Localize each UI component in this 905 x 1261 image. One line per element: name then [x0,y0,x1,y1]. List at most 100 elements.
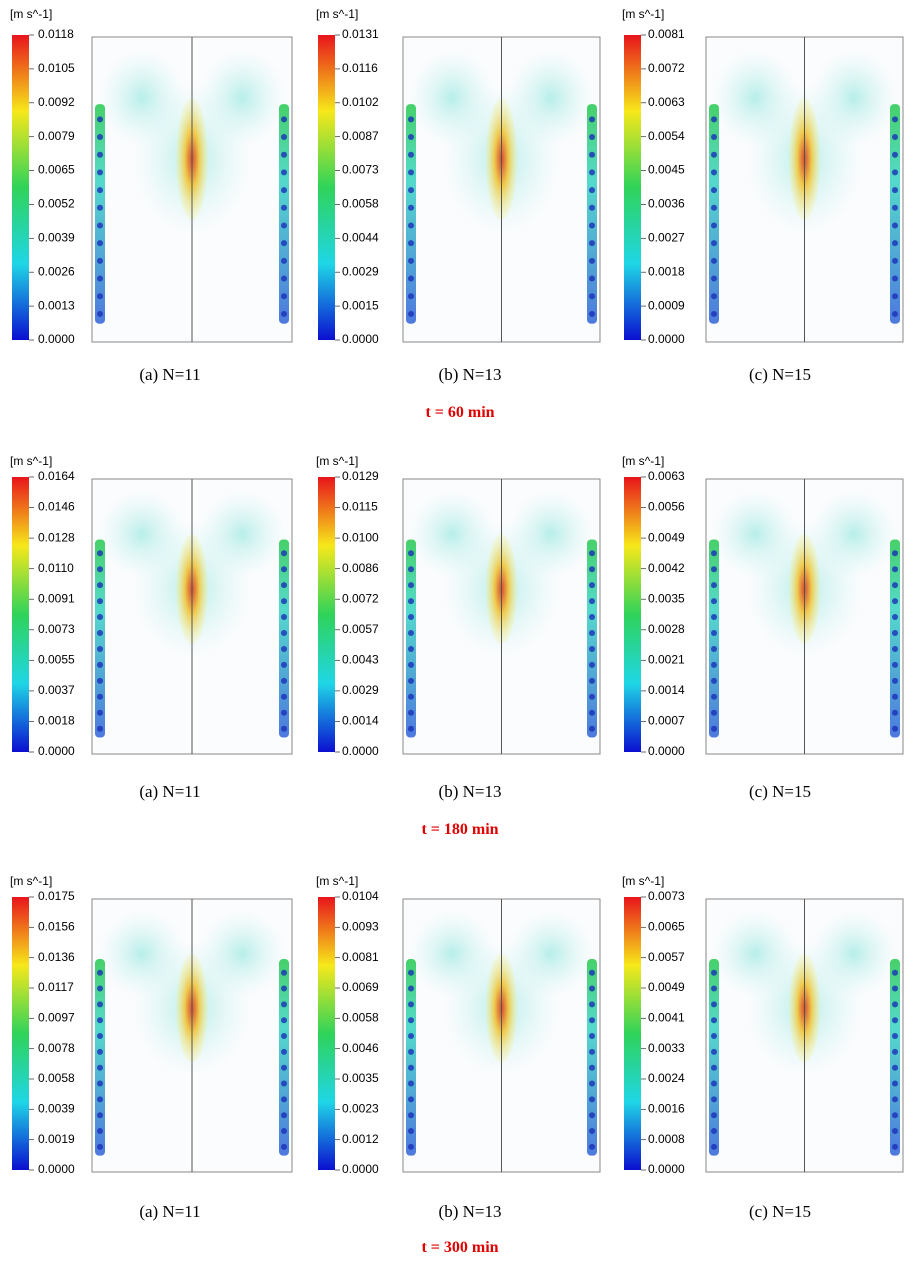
wall-vortex [97,709,103,716]
colorbar-label: 0.0000 [342,332,379,346]
colorbar-label: 0.0081 [648,27,685,41]
colorbar [12,477,29,752]
wall-vortex [711,614,717,621]
wall-vortex [892,1033,898,1040]
wall-vortex [589,661,595,668]
wall-vortex [97,566,103,573]
colorbar-label: 0.0057 [342,622,379,636]
colorbar-label: 0.0058 [342,197,379,211]
colorbar-label: 0.0136 [38,950,75,964]
wall-vortex [281,566,287,573]
wall-vortex [892,169,898,176]
wall-vortex [281,240,287,247]
unit-label: [m s^-1] [622,454,664,468]
unit-label: [m s^-1] [316,7,358,21]
wall-vortex [97,693,103,700]
wall-vortex [281,293,287,300]
wall-vortex [589,169,595,176]
wall-vortex [589,677,595,684]
wall-vortex [408,187,414,194]
colorbar-label: 0.0091 [38,591,75,605]
unit-label: [m s^-1] [10,454,52,468]
colorbar-label: 0.0063 [648,95,685,109]
wall-vortex [281,693,287,700]
wall-vortex [892,969,898,976]
wall-vortex [711,1033,717,1040]
colorbar-label: 0.0063 [648,469,685,483]
wall-vortex [711,1128,717,1135]
wall-vortex [97,630,103,636]
wall-vortex [892,187,898,194]
wall-vortex [408,1064,414,1071]
wall-vortex [892,275,898,282]
wall-vortex [408,151,414,158]
wall-vortex [589,1064,595,1071]
colorbar [624,897,641,1170]
colorbar-label: 0.0058 [342,1011,379,1025]
colorbar-label: 0.0116 [342,61,378,75]
wall-vortex [281,204,287,211]
wall-vortex [589,693,595,700]
wall-vortex [97,582,103,589]
colorbar-label: 0.0146 [38,500,75,514]
colorbar-label: 0.0000 [38,332,75,346]
wall-vortex [589,1128,595,1135]
wall-vortex [892,134,898,141]
wall-vortex [97,985,103,992]
wall-vortex [892,1080,898,1087]
wall-vortex [281,661,287,668]
colorbar-label: 0.0175 [38,889,75,903]
wall-vortex [892,293,898,300]
wall-plume [709,539,719,738]
colorbar-label: 0.0000 [648,332,685,346]
panel-caption: (c) N=15 [749,1202,811,1221]
colorbar-label: 0.0118 [38,27,74,41]
wall-vortex [97,257,103,264]
wall-vortex [892,151,898,158]
colorbar [624,35,641,340]
colorbar-label: 0.0023 [342,1102,379,1116]
wall-vortex [97,598,103,605]
colorbar [318,35,335,340]
wall-vortex [892,725,898,732]
colorbar-label: 0.0000 [38,1162,75,1176]
colorbar-label: 0.0052 [38,197,75,211]
wall-vortex [408,598,414,605]
wall-vortex [281,134,287,141]
wall-vortex [892,677,898,684]
wall-vortex [408,134,414,141]
wall-vortex [408,550,414,557]
wall-plume [890,104,900,324]
wall-vortex [892,645,898,652]
wall-vortex [589,630,595,636]
wall-vortex [97,134,103,141]
colorbar-label: 0.0102 [342,95,379,109]
wall-vortex [589,1048,595,1055]
colorbar-label: 0.0035 [342,1071,379,1085]
wall-vortex [589,1001,595,1008]
wall-plume [587,539,597,738]
colorbar-label: 0.0013 [38,298,75,312]
colorbar-label: 0.0131 [342,27,379,41]
wall-vortex [408,222,414,229]
wall-vortex [97,1001,103,1008]
wall-vortex [408,1112,414,1119]
colorbar-label: 0.0037 [38,683,75,697]
wall-vortex [711,1001,717,1008]
colorbar-label: 0.0079 [38,129,75,143]
wall-vortex [589,566,595,573]
wall-vortex [97,116,103,123]
colorbar-label: 0.0027 [648,231,685,245]
time-label: t = 180 min [421,821,498,838]
wall-vortex [589,1017,595,1024]
colorbar-label: 0.0015 [342,298,379,312]
wall-vortex [97,293,103,300]
colorbar-label: 0.0078 [38,1041,75,1055]
wall-vortex [589,257,595,264]
colorbar-label: 0.0008 [648,1132,685,1146]
wall-vortex [97,240,103,247]
wall-vortex [281,725,287,732]
wall-vortex [892,582,898,589]
wall-vortex [892,222,898,229]
wall-vortex [281,310,287,317]
